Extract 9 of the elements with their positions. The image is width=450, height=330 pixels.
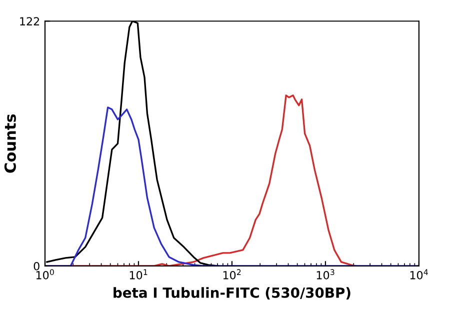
- x-tick-label: 10$^{4}$: [410, 269, 428, 280]
- x-axis-title: beta I Tubulin-FITC (530/30BP): [114, 287, 350, 300]
- x-tick-label: 10$^{0}$: [36, 269, 54, 280]
- x-tick-label: 10$^{3}$: [316, 269, 334, 280]
- y-axis-title: Counts: [4, 114, 16, 173]
- y-tick-label: 0: [34, 262, 40, 270]
- x-tick-label: 10$^{1}$: [130, 269, 148, 280]
- y-tick-label: 122: [20, 17, 40, 26]
- x-tick-label: 10$^{2}$: [223, 269, 241, 280]
